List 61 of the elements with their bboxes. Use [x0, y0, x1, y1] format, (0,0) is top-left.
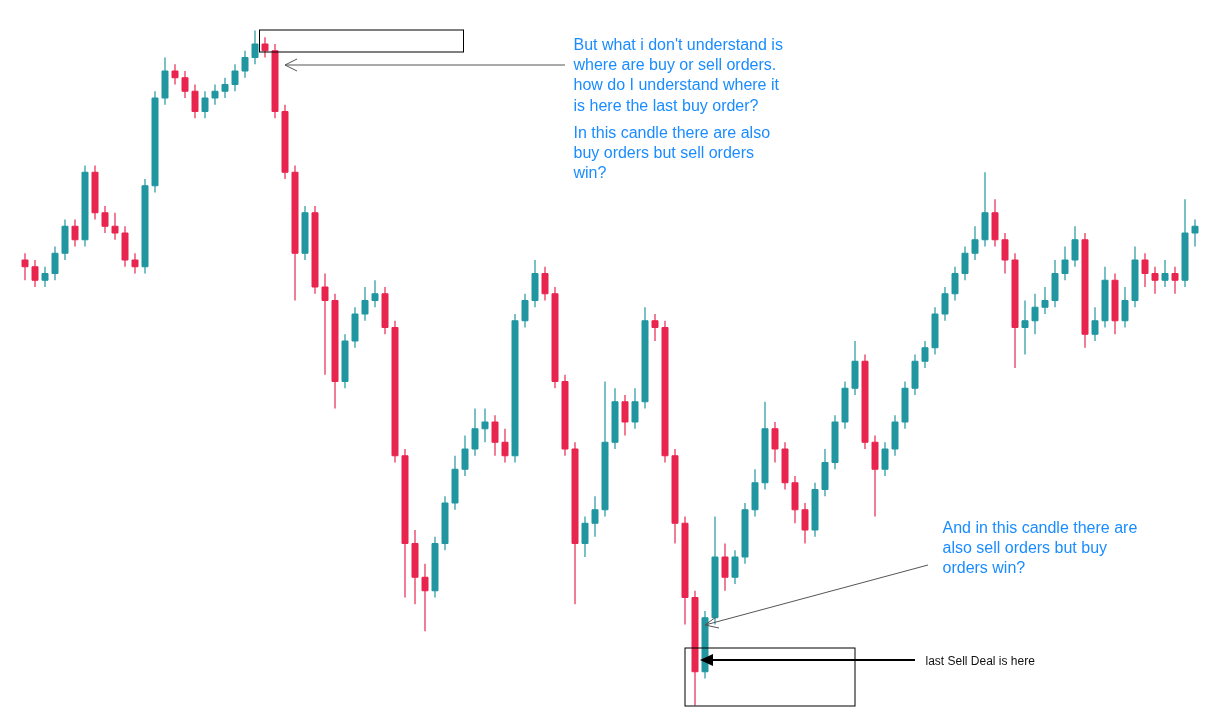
candlestick: [1141, 252, 1149, 288]
candlestick: [231, 63, 239, 92]
candlestick: [581, 515, 589, 558]
candlestick: [1001, 232, 1009, 275]
candlestick: [111, 212, 119, 241]
candlestick: [461, 434, 469, 477]
candlestick: [241, 50, 249, 79]
candlestick: [361, 286, 369, 322]
candlestick: [491, 414, 499, 457]
annotation: In this candle there are also buy orders but sell orders win?: [572, 123, 771, 182]
candlestick: [71, 218, 79, 248]
candlestick: [41, 266, 49, 288]
candlestick: [961, 245, 969, 281]
candlestick: [31, 259, 39, 288]
candlestick: [471, 407, 479, 457]
candlestick: [1191, 218, 1199, 248]
candlestick: [171, 63, 179, 86]
candlestick: [21, 252, 29, 281]
candlestick: [1061, 245, 1069, 281]
candlestick: [321, 272, 329, 376]
candlestick: [251, 29, 259, 65]
candlestick: [1031, 293, 1039, 335]
candlestick: [721, 542, 729, 592]
candlestick: [1171, 266, 1179, 295]
annotation: last Sell Deal is here: [925, 653, 1036, 668]
candlestick: [921, 340, 929, 369]
candlestick: [1121, 286, 1129, 329]
candlestick: [881, 441, 889, 477]
candlestick: [371, 279, 379, 308]
candlestick: [1071, 225, 1079, 268]
candlestick: [201, 90, 209, 119]
candlestick: [1041, 286, 1049, 315]
candlestick: [621, 394, 629, 437]
candlestick: [651, 313, 659, 342]
candlestick: [421, 563, 429, 632]
candlestick: [261, 36, 269, 59]
candlestick: [221, 77, 229, 99]
candlestick: [131, 252, 139, 275]
candlestick: [51, 245, 59, 281]
candlestick: [1021, 299, 1029, 356]
annotation: But what i don't understand is where are buy or sell orders. how do I understand where it is here the last buy order?: [572, 35, 783, 114]
candlestick: [541, 266, 549, 302]
candlestick: [731, 549, 739, 585]
candlestick: [951, 266, 959, 302]
candlestick: [971, 225, 979, 261]
candlestick: [191, 83, 199, 119]
candlestick: [481, 407, 489, 443]
candlestick: [101, 205, 109, 234]
annotation: And in this candle there are also sell orders but buy orders win?: [942, 518, 1138, 577]
candlestick: [1151, 266, 1159, 295]
candlestick: [1091, 306, 1099, 342]
candlestick: [801, 502, 809, 545]
candlestick: [591, 495, 599, 538]
candlestick: [941, 286, 949, 322]
candlestick: [211, 83, 219, 106]
candlestick: [521, 293, 529, 329]
candlestick: [501, 428, 509, 464]
candlestick: [1161, 259, 1169, 288]
candlestick: [631, 387, 639, 430]
candlestick: [771, 421, 779, 464]
candlestick: [181, 70, 189, 99]
